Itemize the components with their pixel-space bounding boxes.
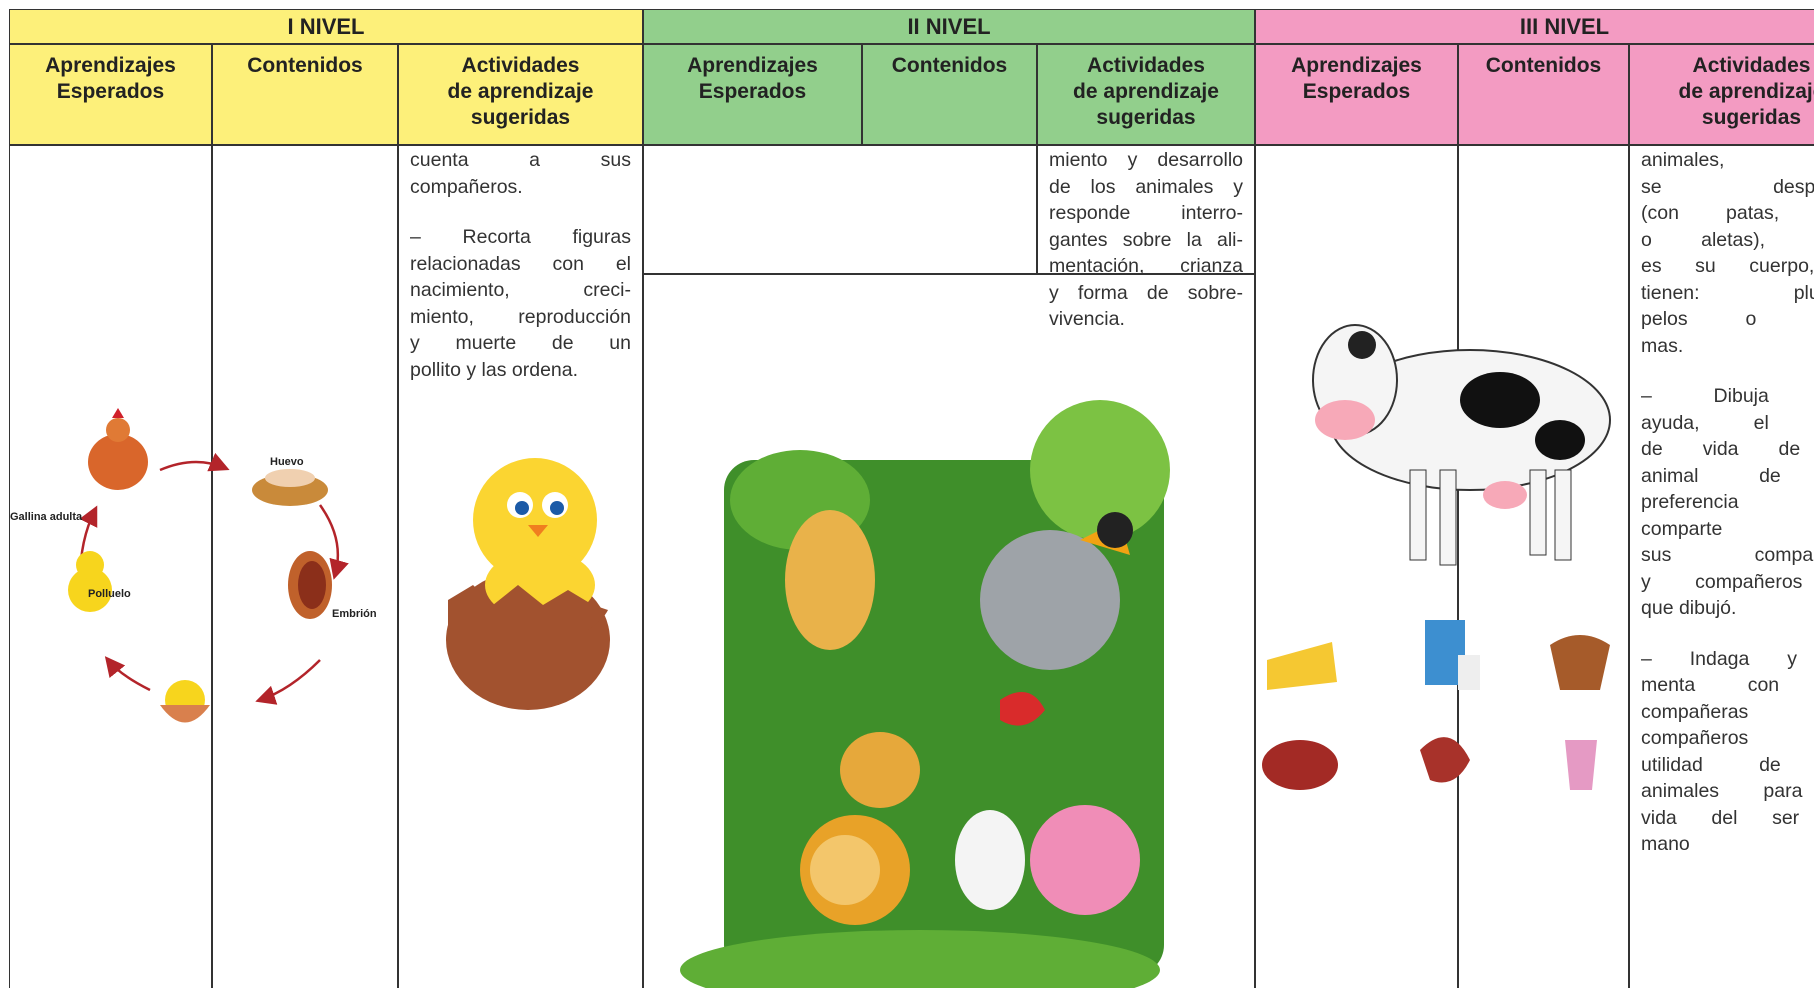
text-line: animales, cómo	[1641, 149, 1814, 171]
text-line: o aletas), cómo	[1641, 228, 1814, 251]
text-line: compañeros.	[410, 175, 523, 198]
text-line: – Dibuja con	[1641, 385, 1814, 407]
empty-cell	[1458, 145, 1629, 988]
text-line: vida del ser hu-	[1641, 806, 1814, 829]
text-line: utilidad de los	[1641, 753, 1814, 776]
paragraph: animales, cómo se desplazan (con patas, al…	[1641, 147, 1814, 359]
text-line: miento, reproducción	[410, 305, 631, 328]
activity-cell	[1629, 145, 1814, 988]
column-header: Aprendizajes Esperados	[9, 44, 212, 145]
text-line: se desplazan	[1641, 175, 1814, 198]
text-line: es su cuerpo, si	[1641, 255, 1814, 277]
text-line: y muerte de un	[410, 332, 631, 354]
column-header: Actividades de aprendizaje sugeridas	[398, 44, 643, 145]
text-line: (con patas, alas	[1641, 202, 1814, 224]
text-line: – Indaga y co-	[1641, 647, 1814, 670]
text-line: mentación, crianza	[1049, 255, 1243, 277]
column-header: Actividades de aprendizaje sugeridas	[1629, 44, 1814, 145]
text-line: tienen: plumas,	[1641, 281, 1814, 304]
level-title: III NIVEL	[1255, 9, 1814, 44]
column-header: Contenidos	[1458, 44, 1629, 145]
text-line: mas.	[1641, 334, 1684, 357]
image-cell	[643, 274, 1255, 988]
text-line: gantes sobre la ali-	[1049, 228, 1243, 251]
column-header: Contenidos	[862, 44, 1037, 145]
text-line: sus compañeras	[1641, 544, 1814, 566]
activity-cell	[1037, 145, 1255, 274]
text-line: pelos o esca-	[1641, 308, 1814, 330]
column-header: Aprendizajes Esperados	[1255, 44, 1458, 145]
text-line: relacionadas con el	[410, 252, 631, 275]
paragraph: – Recorta figuras relacionadas con el naci…	[410, 224, 631, 383]
text-line: ayuda, el ciclo	[1641, 411, 1814, 434]
empty-cell	[643, 145, 1037, 274]
empty-cell	[1255, 145, 1458, 988]
text-line: responde interro-	[1049, 202, 1243, 224]
text-line: compañeros la	[1641, 727, 1814, 749]
activity-text: animales, cómo se desplazan (con patas, al…	[1641, 147, 1814, 882]
empty-cell	[9, 145, 212, 988]
text-line: que dibujó.	[1641, 597, 1737, 619]
text-line: y compañeros lo	[1641, 570, 1814, 593]
column-header: Actividades de aprendizaje sugeridas	[1037, 44, 1255, 145]
text-line: cuenta a sus	[410, 149, 631, 171]
text-line: de los animales y	[1049, 175, 1243, 198]
text-line: pollito y las ordena.	[410, 358, 579, 381]
text-line: de vida de un	[1641, 438, 1814, 460]
activity-text: cuenta a sus compañeros. – Recorta figuras…	[410, 147, 631, 407]
text-line: y forma de sobre-	[1049, 281, 1243, 304]
empty-cell	[212, 145, 398, 988]
text-line: compañeras y	[1641, 700, 1814, 723]
text-line: vivencia.	[1049, 308, 1125, 330]
activity-text: miento y desarrollo de los animales y resp…	[1049, 147, 1243, 357]
level-title: II NIVEL	[643, 9, 1255, 44]
column-header: Aprendizajes Esperados	[643, 44, 862, 145]
text-line: animal de su	[1641, 464, 1814, 487]
text-line: menta con sus	[1641, 674, 1814, 696]
text-line: – Recorta figuras	[410, 226, 631, 248]
text-line: comparte con	[1641, 517, 1814, 540]
text-line: mano	[1641, 833, 1690, 855]
column-header: Contenidos	[212, 44, 398, 145]
level-title: I NIVEL	[9, 9, 643, 44]
paragraph: cuenta a sus compañeros.	[410, 147, 631, 200]
paragraph: miento y desarrollo de los animales y resp…	[1049, 147, 1243, 333]
text-line: miento y desarrollo	[1049, 149, 1243, 171]
paragraph: – Indaga y co-menta con sus compañeras y c…	[1641, 646, 1814, 858]
paragraph: – Dibuja con ayuda, el ciclo de vida de un…	[1641, 383, 1814, 622]
text-line: preferencia y	[1641, 491, 1814, 513]
text-line: animales para la	[1641, 780, 1814, 802]
activity-cell	[398, 145, 643, 988]
text-line: nacimiento, creci-	[410, 279, 631, 301]
